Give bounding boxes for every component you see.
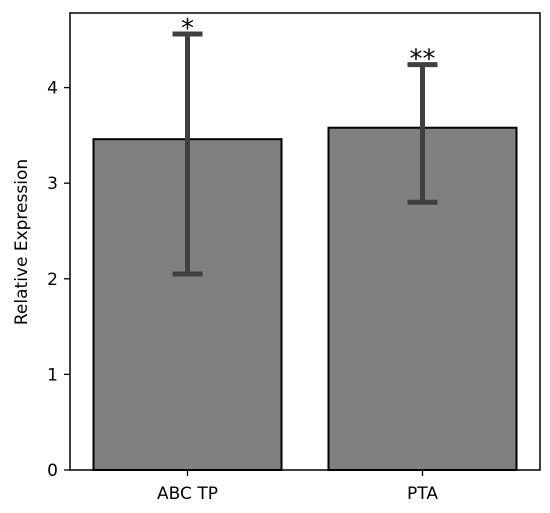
- y-tick-label-1: 1: [47, 365, 58, 385]
- significance-label-0: *: [181, 14, 194, 44]
- x-tick-label-0: ABC TP: [157, 484, 218, 504]
- y-tick-label-3: 3: [47, 174, 58, 194]
- x-tick-label-1: PTA: [407, 484, 438, 504]
- y-tick-label-0: 0: [47, 461, 58, 481]
- y-tick-label-2: 2: [47, 270, 58, 290]
- plot-frame: [69, 12, 541, 471]
- y-axis-label: Relative Expression: [12, 159, 32, 325]
- y-tick-label-4: 4: [47, 79, 58, 99]
- significance-label-1: **: [410, 45, 436, 75]
